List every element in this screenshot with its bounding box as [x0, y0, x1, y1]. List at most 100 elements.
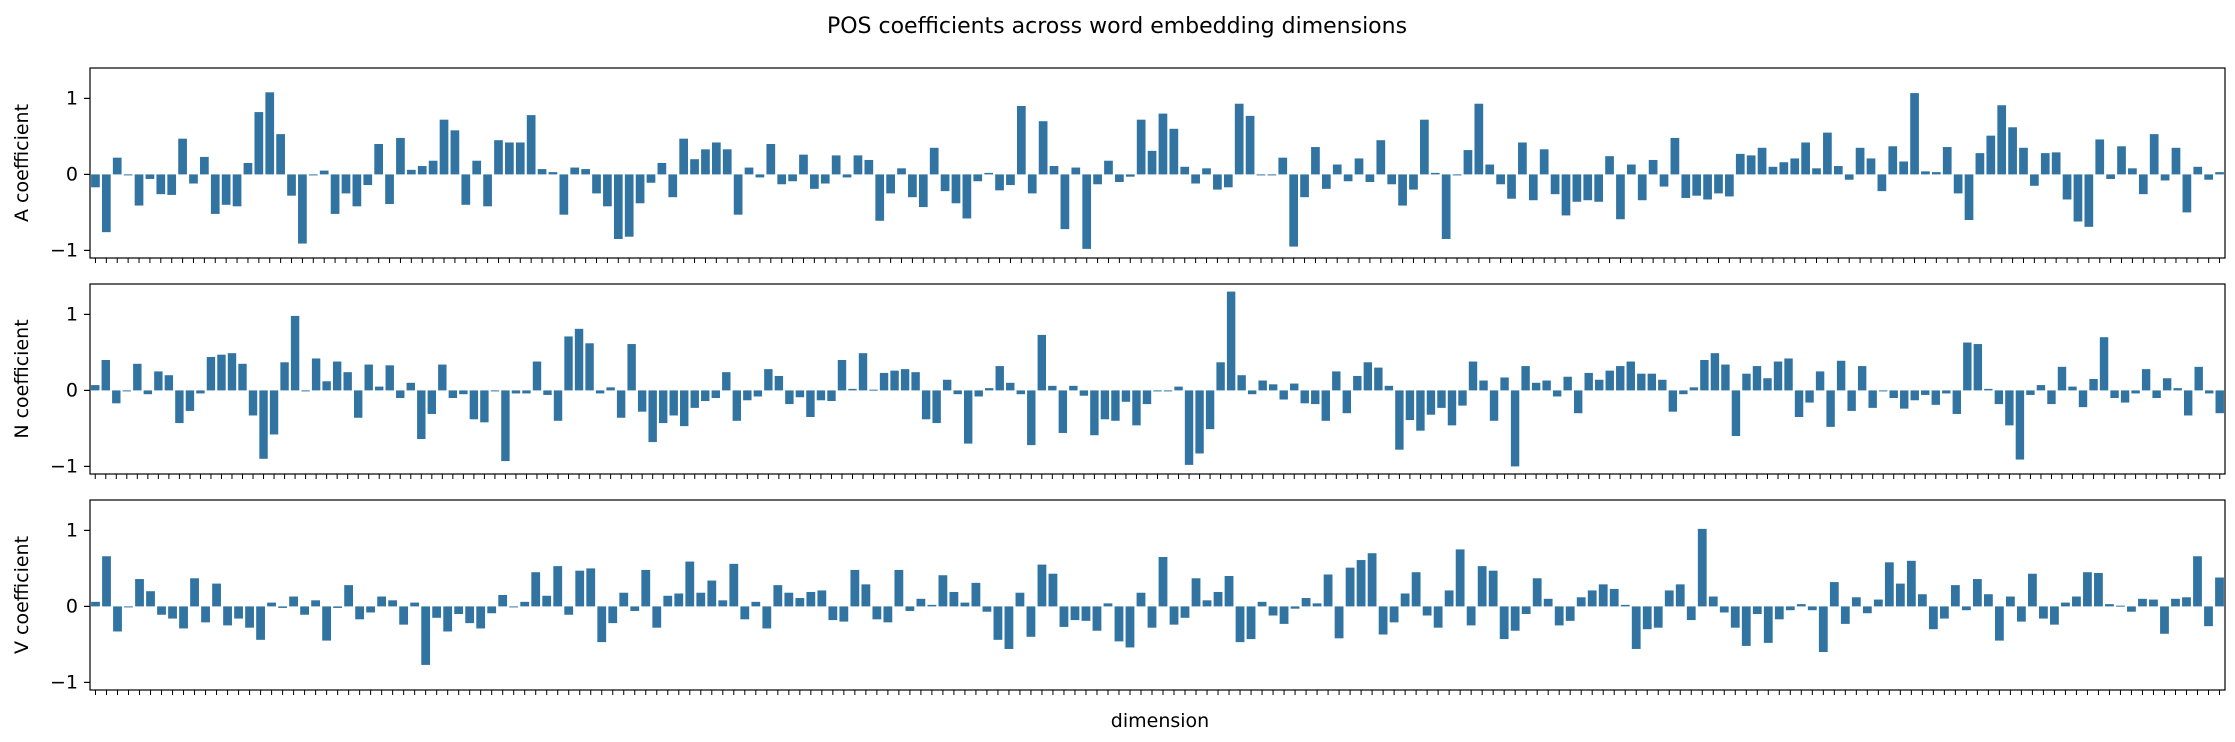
bar	[1237, 375, 1246, 391]
bar	[1452, 174, 1462, 176]
bar	[1006, 382, 1015, 391]
bar	[1595, 379, 1604, 391]
bar	[762, 606, 772, 629]
bar	[740, 606, 750, 620]
x-axis-label: dimension	[1111, 710, 1209, 732]
bar	[145, 174, 155, 179]
bar	[221, 174, 231, 205]
bar	[2026, 390, 2035, 395]
bar	[1169, 606, 1179, 625]
bar	[1708, 596, 1718, 607]
bar	[2110, 390, 2119, 398]
bar	[1015, 592, 1025, 607]
bar	[1796, 604, 1806, 607]
bar	[410, 602, 420, 607]
bar	[1184, 390, 1194, 465]
bar	[1069, 385, 1078, 391]
bar	[908, 174, 917, 198]
bar	[1163, 390, 1173, 392]
bar	[1422, 606, 1432, 616]
bar	[1070, 606, 1080, 621]
bar	[175, 390, 184, 424]
bar	[1594, 174, 1604, 202]
bar	[1703, 174, 1712, 200]
bar	[1829, 582, 1839, 607]
bar	[1931, 390, 1940, 405]
bar	[278, 606, 287, 608]
bar	[1576, 597, 1586, 607]
bar	[707, 580, 717, 607]
bar	[886, 174, 895, 194]
bar	[2138, 598, 2147, 607]
bar	[363, 174, 373, 186]
bar	[267, 602, 276, 607]
bar	[1499, 606, 1509, 640]
bar	[311, 358, 321, 391]
y-tick-label: −1	[50, 671, 78, 693]
bar	[2173, 388, 2182, 391]
bar	[1132, 390, 1141, 426]
bar	[91, 601, 100, 607]
bar	[1496, 174, 1505, 185]
bar	[134, 174, 144, 206]
bar	[1037, 564, 1047, 607]
bar	[1757, 147, 1767, 175]
bar	[1910, 93, 1919, 175]
bar	[1180, 166, 1190, 175]
bar	[839, 606, 849, 622]
bar	[613, 174, 623, 239]
bar	[143, 390, 153, 395]
bar	[2036, 385, 2046, 391]
bar	[2068, 386, 2077, 391]
bar	[483, 174, 492, 207]
bar	[217, 354, 226, 391]
bar	[167, 174, 177, 195]
bar	[2127, 606, 2136, 612]
bar	[2006, 596, 2015, 607]
bar	[973, 174, 983, 182]
bar	[1609, 588, 1619, 607]
bar	[1111, 390, 1120, 421]
bar	[1906, 560, 1916, 607]
bar	[679, 138, 689, 175]
bar	[960, 602, 970, 607]
bar	[1973, 344, 1983, 391]
bar	[2039, 606, 2048, 619]
bar	[773, 585, 783, 607]
bar	[454, 606, 464, 614]
bar	[995, 174, 1004, 191]
bar	[1345, 567, 1355, 607]
bar	[1245, 115, 1255, 175]
panel-1: −1 0 1 A coefficient	[11, 67, 2226, 263]
bar	[1489, 390, 1499, 421]
bar	[949, 591, 959, 607]
bar	[1542, 380, 1551, 391]
bar	[375, 386, 384, 391]
bar	[256, 606, 265, 640]
bar	[254, 112, 264, 175]
bar	[1637, 174, 1647, 201]
bar	[1081, 606, 1091, 621]
bar	[2061, 602, 2070, 607]
bar	[1125, 174, 1135, 177]
bar	[2152, 390, 2161, 398]
bar	[243, 163, 253, 175]
bar	[1174, 386, 1183, 391]
bar	[459, 390, 468, 395]
bar	[438, 364, 447, 391]
bar	[1961, 606, 1971, 611]
bar	[1058, 390, 1068, 433]
bar	[1700, 360, 1709, 391]
bar	[1763, 378, 1772, 391]
bar	[2030, 174, 2039, 186]
bar	[1378, 606, 1388, 635]
bar	[1587, 590, 1597, 607]
bar	[1561, 174, 1571, 216]
bar	[1191, 174, 1200, 184]
bar	[344, 585, 354, 607]
bar	[1642, 606, 1652, 630]
bar	[1521, 606, 1531, 614]
bar	[1714, 174, 1723, 194]
bar	[729, 563, 739, 607]
bar	[2149, 599, 2158, 607]
